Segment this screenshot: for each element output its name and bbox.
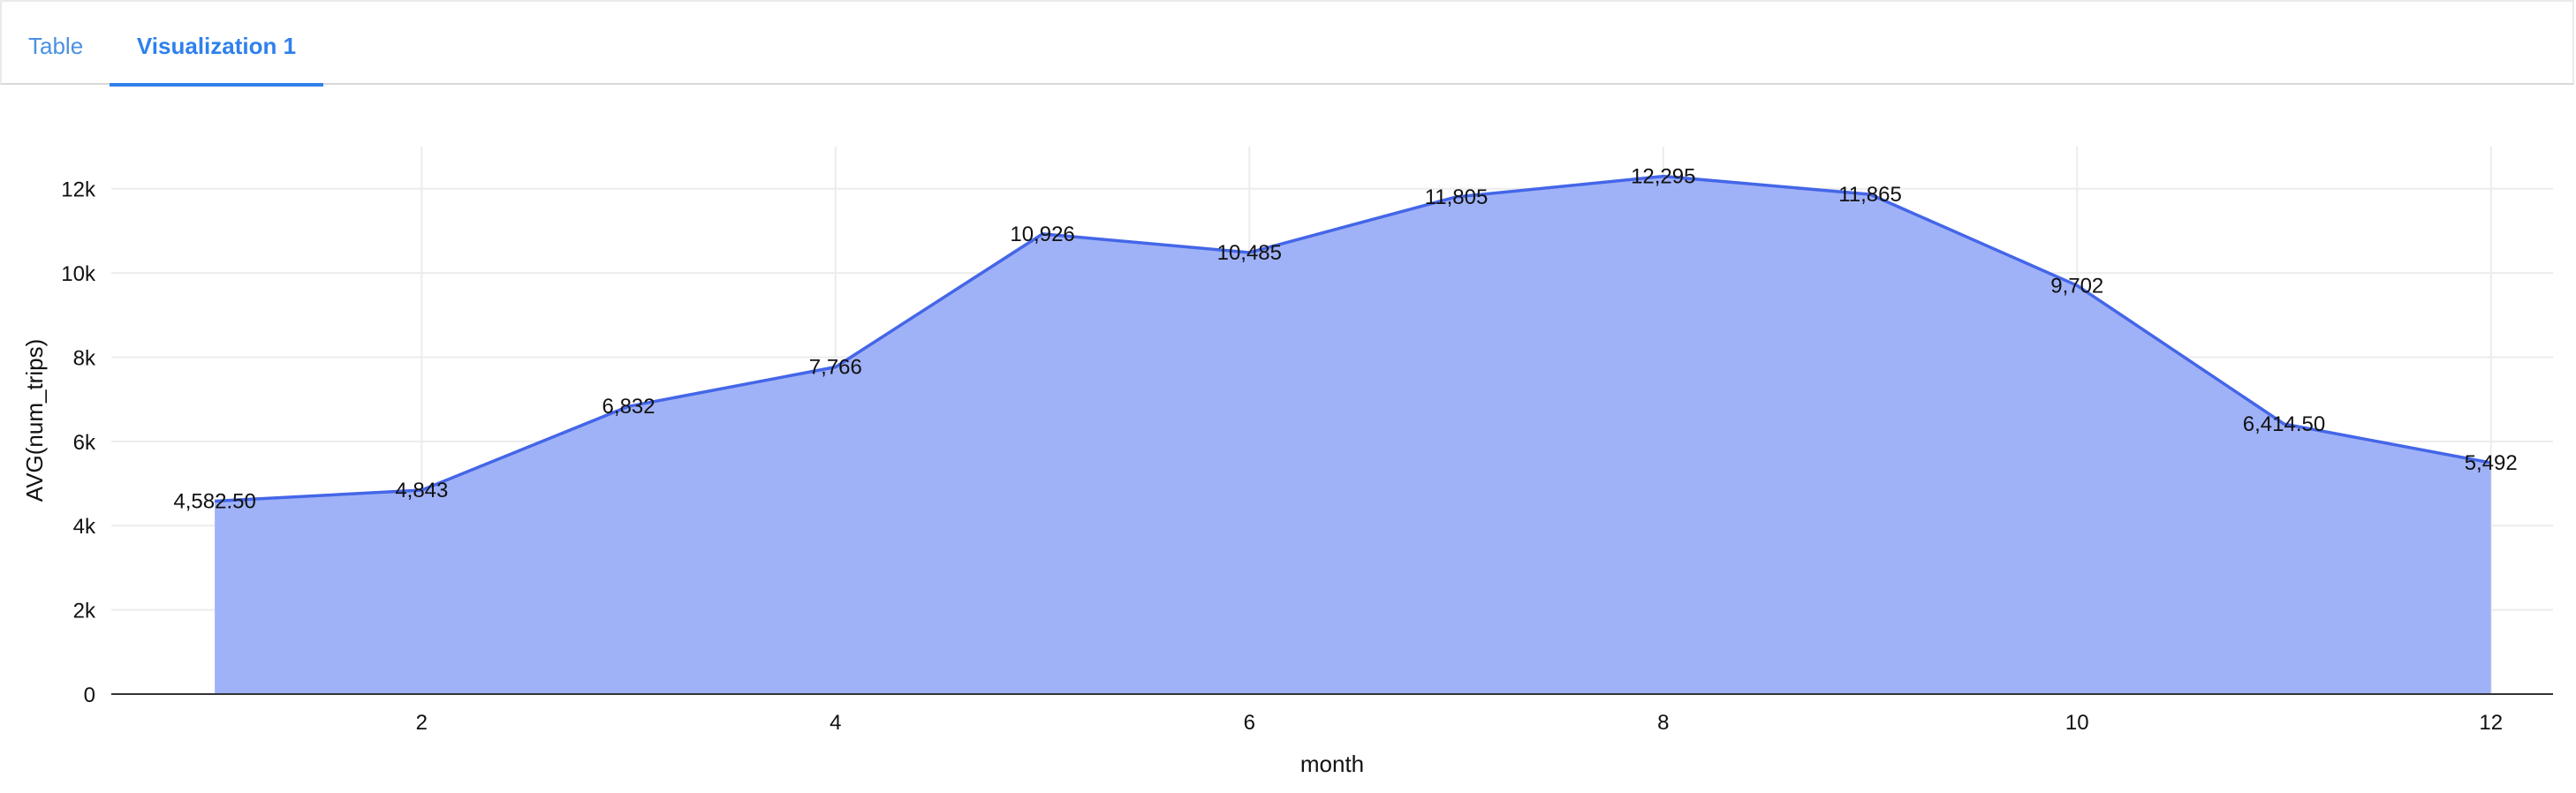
x-tick-label: 12 bbox=[2479, 711, 2503, 735]
y-tick-label: 2k bbox=[73, 600, 96, 623]
tab-visualization-1[interactable]: Visualization 1 bbox=[110, 2, 323, 87]
x-tick-label: 4 bbox=[830, 711, 841, 735]
tab-bar: Table Visualization 1 bbox=[0, 0, 2574, 87]
area-chart: 0 2k 4k 6k 8k 10k 12k 2 4 6 8 10 12 4,582.50 4,843 6,8… bbox=[21, 147, 2553, 777]
x-axis-label: month bbox=[1300, 751, 1364, 777]
data-label: 4,582.50 bbox=[173, 489, 255, 513]
data-label: 10,485 bbox=[1217, 241, 1282, 265]
data-label: 5,492 bbox=[2465, 451, 2518, 475]
x-tick-label: 2 bbox=[416, 711, 428, 735]
area-layer bbox=[215, 174, 2492, 695]
tab-table[interactable]: Table bbox=[28, 33, 84, 59]
data-labels: 4,582.50 4,843 6,832 7,766 10,926 10,485 11,80… bbox=[173, 165, 2517, 514]
series-area bbox=[215, 176, 2491, 695]
data-label: 11,805 bbox=[1425, 185, 1489, 209]
y-tick-label: 6k bbox=[73, 431, 96, 455]
data-label: 4,843 bbox=[395, 479, 448, 502]
x-tick-label: 8 bbox=[1657, 711, 1669, 735]
data-label: 11,865 bbox=[1838, 183, 1902, 207]
data-label: 12,295 bbox=[1631, 165, 1695, 189]
x-tick-label: 6 bbox=[1244, 711, 1255, 735]
y-tick-label: 4k bbox=[73, 515, 96, 539]
chart-container: 0 2k 4k 6k 8k 10k 12k 2 4 6 8 10 12 4,582.50 4,843 6,8… bbox=[0, 97, 2576, 793]
data-label: 6,832 bbox=[602, 395, 655, 419]
x-tick-label: 10 bbox=[2065, 711, 2089, 735]
y-tick-label: 0 bbox=[84, 683, 95, 707]
y-axis-label: AVG(num_trips) bbox=[21, 339, 48, 502]
y-tick-label: 10k bbox=[61, 262, 96, 286]
data-label: 9,702 bbox=[2050, 274, 2103, 298]
y-tick-label: 8k bbox=[73, 346, 96, 370]
data-label: 10,926 bbox=[1010, 223, 1074, 246]
y-tick-label: 12k bbox=[61, 178, 96, 202]
data-label: 7,766 bbox=[809, 356, 862, 380]
series-line bbox=[215, 174, 2492, 503]
axes: 0 2k 4k 6k 8k 10k 12k 2 4 6 8 10 12 bbox=[61, 178, 2553, 735]
data-label: 6,414.50 bbox=[2243, 412, 2325, 436]
